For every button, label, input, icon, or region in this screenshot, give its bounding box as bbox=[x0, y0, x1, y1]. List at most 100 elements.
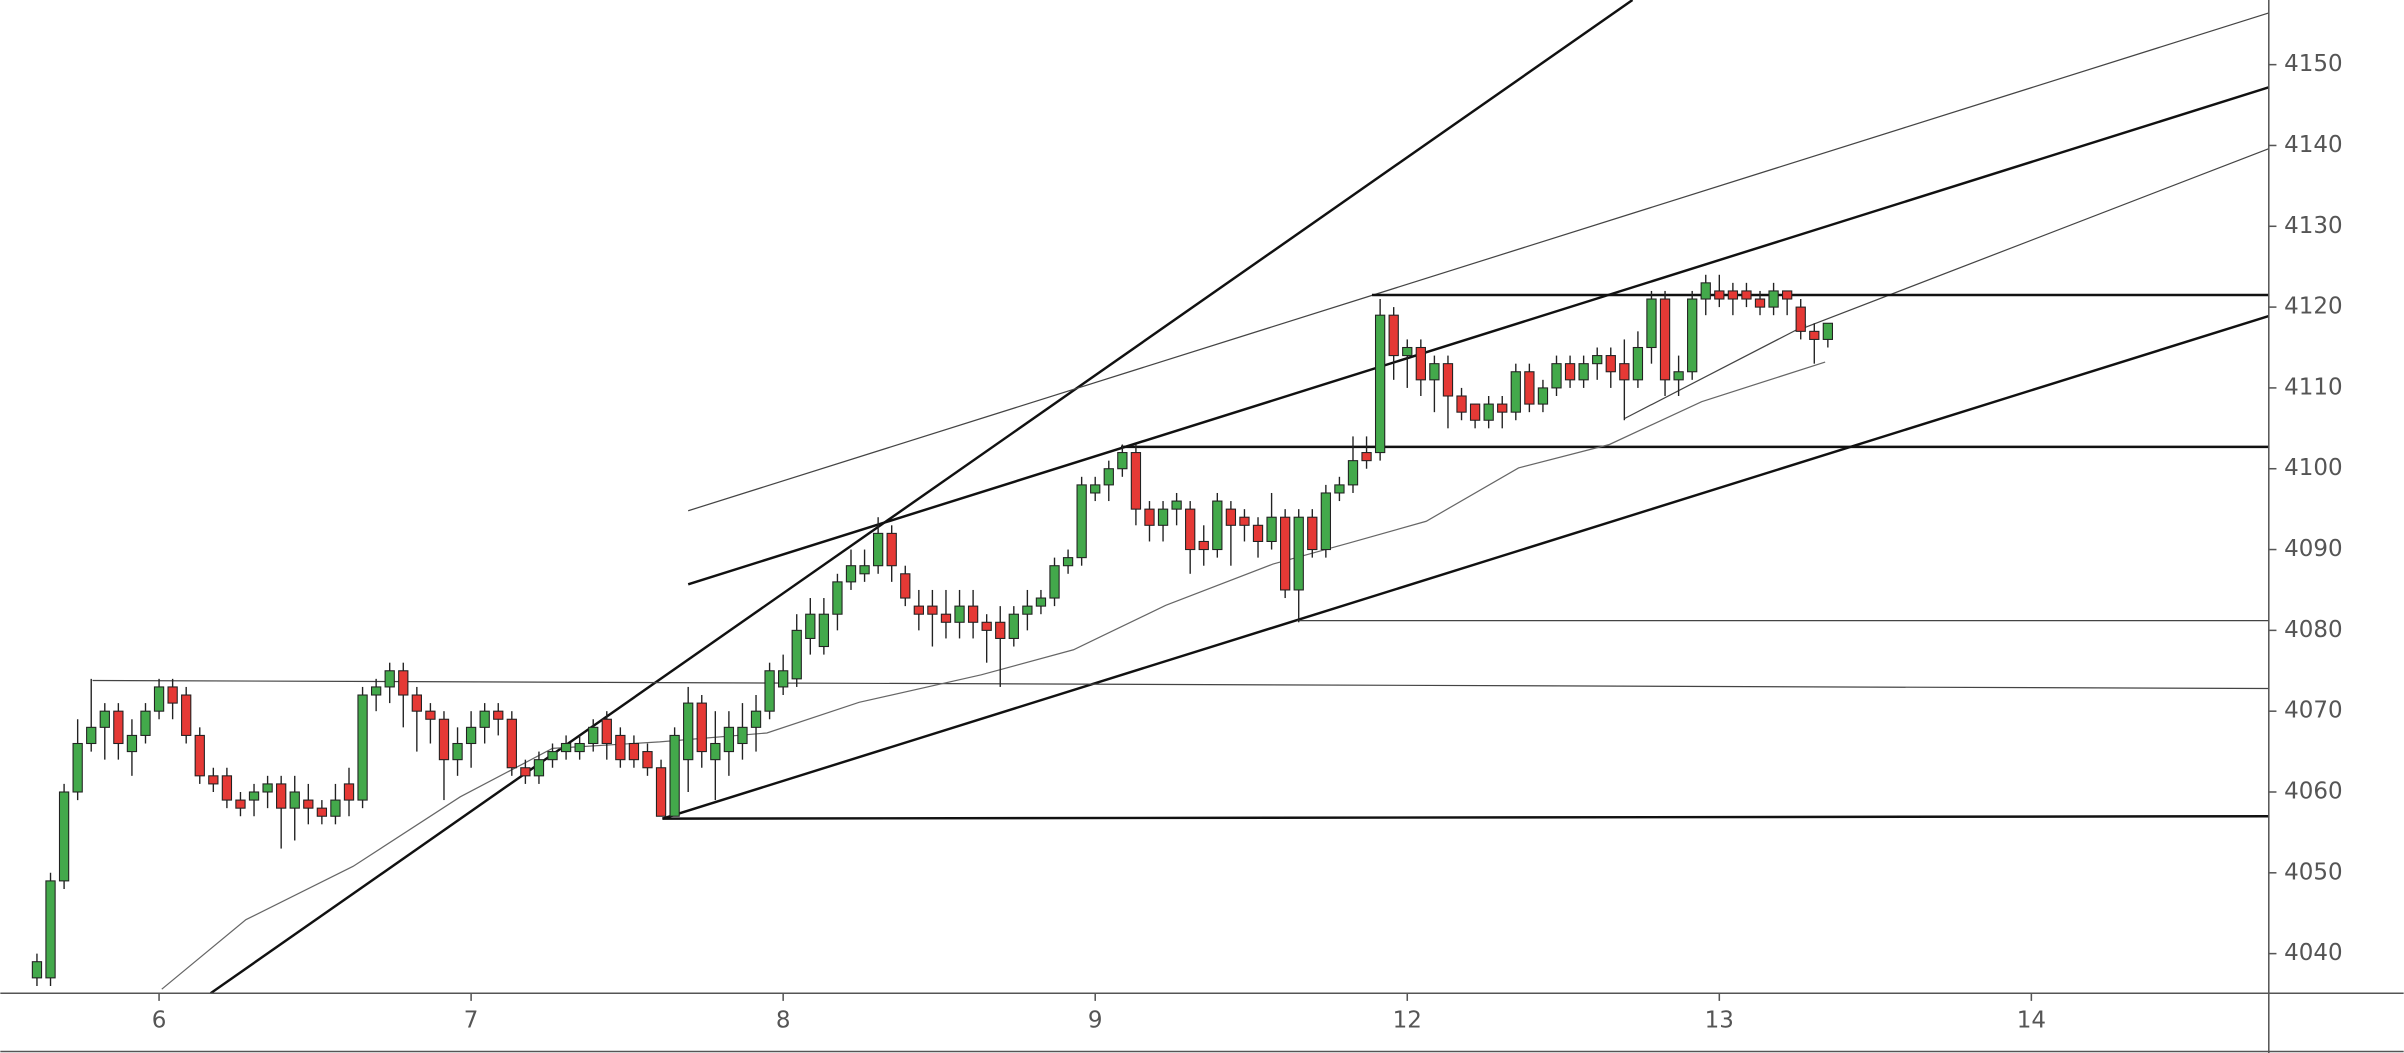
candle-body bbox=[1551, 363, 1562, 389]
candle-body bbox=[370, 686, 382, 696]
candle-body bbox=[1605, 355, 1616, 373]
candle-body bbox=[1510, 371, 1521, 413]
candle-body bbox=[1700, 282, 1711, 300]
candle-body bbox=[235, 799, 246, 809]
candle-body bbox=[683, 702, 694, 761]
y-tick-label: 4140 bbox=[2284, 132, 2343, 158]
candle-body bbox=[1564, 363, 1576, 381]
trend-line bbox=[1803, 148, 2269, 329]
x-tick-label: 9 bbox=[1088, 1007, 1103, 1033]
candle-body bbox=[1361, 452, 1372, 462]
candle-body bbox=[343, 783, 355, 801]
candle-body bbox=[45, 880, 56, 979]
y-tick-label: 4060 bbox=[2284, 778, 2343, 804]
candle-body bbox=[276, 783, 287, 809]
y-tick-label: 4120 bbox=[2284, 294, 2343, 320]
trend-line bbox=[688, 12, 2269, 512]
candle-body bbox=[723, 726, 735, 753]
candle-body bbox=[1374, 314, 1386, 454]
candle-body bbox=[1347, 460, 1359, 486]
candle-body bbox=[628, 742, 640, 761]
candle-body bbox=[452, 742, 463, 761]
candle-body bbox=[1741, 290, 1752, 300]
candle-body bbox=[1388, 314, 1399, 357]
candle-body bbox=[1062, 557, 1074, 567]
candle-body bbox=[1632, 346, 1644, 381]
candle-body bbox=[900, 573, 911, 599]
candle-body bbox=[1497, 403, 1508, 413]
candle-body bbox=[710, 742, 721, 761]
candle-body bbox=[886, 532, 897, 567]
candle-body bbox=[1754, 298, 1766, 308]
candle-body bbox=[221, 775, 233, 801]
candle-body bbox=[1334, 484, 1345, 494]
candle-body bbox=[1185, 508, 1196, 551]
x-tick-label: 14 bbox=[2017, 1007, 2046, 1033]
candle-body bbox=[86, 726, 97, 745]
candle-body bbox=[31, 961, 43, 979]
candle-body bbox=[1795, 306, 1806, 332]
y-tick-label: 4150 bbox=[2284, 51, 2343, 77]
candle-body bbox=[479, 710, 490, 728]
candle-body bbox=[1429, 363, 1440, 381]
y-tick-label: 4050 bbox=[2284, 859, 2343, 885]
candle-body bbox=[1293, 516, 1304, 591]
candle-body bbox=[818, 613, 830, 648]
trend-line bbox=[209, 0, 1634, 994]
candle-body bbox=[1022, 605, 1033, 615]
candle-body bbox=[72, 742, 83, 793]
trend-line bbox=[1624, 324, 1807, 420]
candle-body bbox=[954, 605, 965, 623]
candle-body bbox=[1415, 346, 1426, 381]
candle-body bbox=[750, 710, 762, 728]
candle-body bbox=[248, 791, 260, 801]
candle-body bbox=[1768, 290, 1779, 308]
candle-body bbox=[1266, 516, 1277, 543]
candle-body bbox=[574, 742, 585, 753]
candle-body bbox=[153, 686, 165, 712]
candle-body bbox=[316, 807, 328, 817]
candle-body bbox=[357, 694, 368, 801]
candle-body bbox=[1252, 524, 1264, 543]
candle-body bbox=[642, 751, 653, 769]
y-tick-label: 4090 bbox=[2284, 536, 2343, 562]
candle-body bbox=[791, 629, 802, 680]
candle-body bbox=[58, 791, 70, 882]
candle-body bbox=[1727, 290, 1739, 300]
candle-body bbox=[967, 605, 979, 623]
candle-body bbox=[398, 670, 409, 696]
candle-body bbox=[1619, 363, 1630, 381]
candle-body bbox=[1280, 516, 1291, 591]
candle-body bbox=[1103, 468, 1114, 486]
candle-body bbox=[411, 694, 422, 712]
trend-line bbox=[662, 314, 2269, 820]
y-tick-label: 4070 bbox=[2284, 698, 2343, 724]
candle-body bbox=[330, 799, 341, 817]
candle-body bbox=[1144, 508, 1155, 526]
candle-body bbox=[995, 621, 1006, 639]
candle-body bbox=[1822, 322, 1834, 340]
x-tick-label: 6 bbox=[152, 1007, 167, 1033]
candle-body bbox=[181, 694, 192, 736]
y-tick-label: 4110 bbox=[2284, 374, 2343, 400]
candle-body bbox=[1687, 298, 1698, 373]
candle-body bbox=[126, 734, 138, 753]
candle-body bbox=[533, 759, 545, 777]
trend-line bbox=[687, 86, 2269, 586]
candle-body bbox=[560, 742, 572, 753]
y-tick-label: 4130 bbox=[2284, 213, 2343, 239]
candle-body bbox=[438, 718, 450, 761]
candle-body bbox=[832, 581, 843, 615]
candle-body bbox=[669, 734, 680, 817]
candle-body bbox=[1537, 387, 1549, 405]
candle-body bbox=[113, 710, 124, 745]
y-tick-label: 4100 bbox=[2284, 455, 2343, 481]
candle-body bbox=[737, 726, 748, 745]
candle-body bbox=[845, 565, 857, 583]
candle-body bbox=[940, 613, 952, 623]
candle-body bbox=[615, 734, 626, 761]
candle-body bbox=[1483, 403, 1494, 421]
x-tick-label: 13 bbox=[1705, 1007, 1734, 1033]
candle-body bbox=[601, 718, 612, 745]
